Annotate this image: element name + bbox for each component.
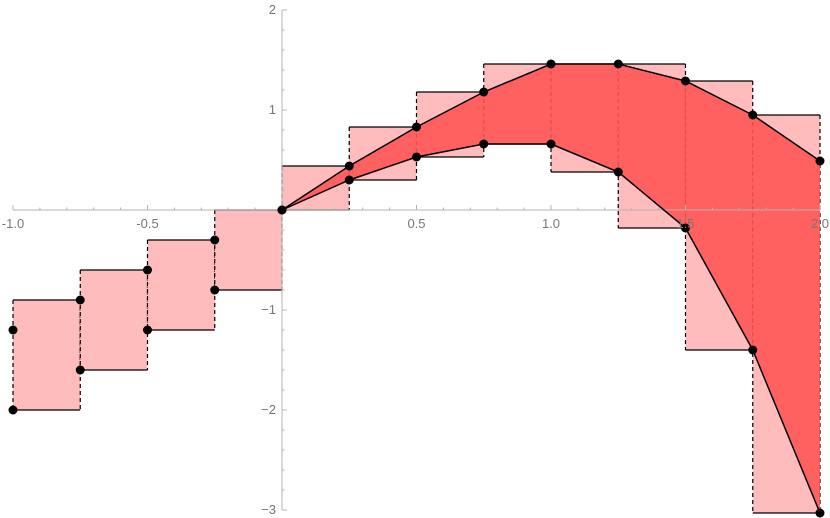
interval-box <box>147 240 215 330</box>
lower-series-point <box>748 345 758 355</box>
interval-box <box>80 270 148 370</box>
x-tick-label: -1.0 <box>2 216 24 231</box>
x-tick-label: 1.5 <box>676 216 694 231</box>
lower-series-point <box>143 325 152 335</box>
lower-series-point <box>277 205 287 215</box>
x-tick-label: 2.0 <box>811 216 829 231</box>
lower-series-point <box>210 285 220 295</box>
upper-series-point <box>344 161 354 171</box>
y-tick-label: −3 <box>261 502 276 517</box>
lower-series-point <box>546 139 556 149</box>
upper-series-point <box>412 122 421 132</box>
enclosure-band-area <box>282 64 820 513</box>
x-tick-label: 1.0 <box>542 216 560 231</box>
lower-series-point <box>412 152 421 162</box>
upper-series-point <box>8 325 18 335</box>
upper-series-point <box>479 87 489 97</box>
upper-series-point <box>75 295 85 305</box>
upper-series-point <box>143 265 152 275</box>
lower-series-point <box>8 405 18 415</box>
upper-series-point <box>546 59 556 69</box>
enclosure-band <box>282 64 820 513</box>
lower-series-point <box>479 139 489 149</box>
lower-series-point <box>815 508 825 518</box>
lower-series-point <box>344 175 354 185</box>
x-tick-label: 0.5 <box>407 216 425 231</box>
lower-series-point <box>75 365 85 375</box>
upper-series-point <box>681 76 690 86</box>
upper-series-point <box>748 110 758 120</box>
interval-box <box>13 300 81 410</box>
y-tick-label: −1 <box>261 302 276 317</box>
lower-series-point <box>613 167 623 177</box>
interval-box <box>214 210 282 290</box>
y-tick-label: 1 <box>269 102 276 117</box>
upper-series-point <box>210 235 220 245</box>
y-tick-label: −2 <box>261 402 276 417</box>
upper-series-point <box>815 156 825 166</box>
lower-series-point <box>681 223 690 233</box>
x-tick-label: -0.5 <box>136 216 158 231</box>
y-tick-label: 2 <box>269 2 276 17</box>
series-points <box>8 59 825 518</box>
upper-series-point <box>613 59 623 69</box>
